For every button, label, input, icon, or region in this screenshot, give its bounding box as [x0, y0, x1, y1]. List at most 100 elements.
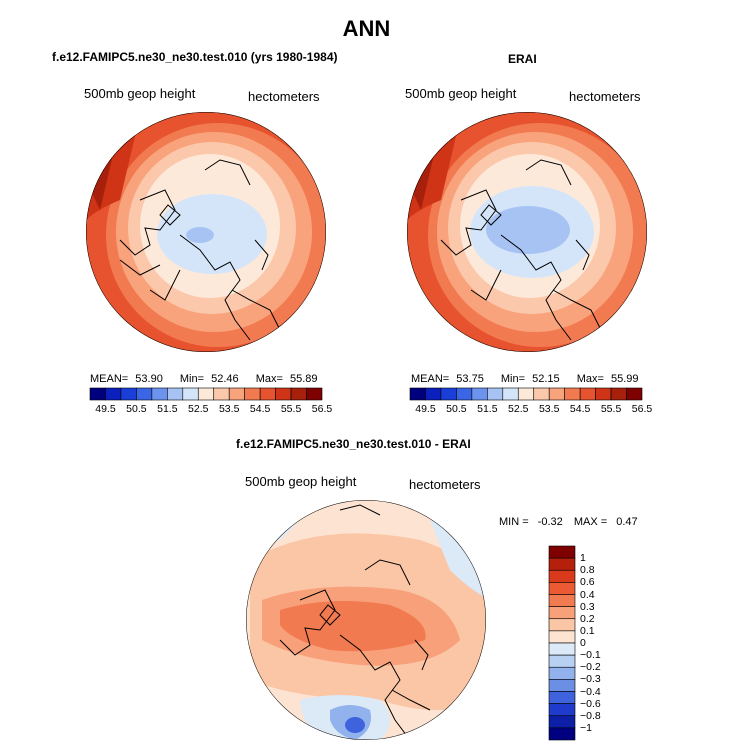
panel-1-colorbar-tick: 55.5 — [280, 403, 302, 415]
panel-1-colorbar-box — [151, 387, 168, 401]
panel-1-units-label: hectometers — [248, 89, 320, 104]
diff-max-label: MAX = — [573, 516, 608, 528]
panel-1-colorbar-tick: 52.5 — [188, 403, 209, 415]
diff-colorbar-tick: 1 — [580, 552, 586, 565]
diff-polar-map — [246, 500, 486, 740]
diff-colorbar-box — [548, 618, 576, 632]
diff-field-label: 500mb geop height — [245, 474, 357, 489]
diff-colorbar-tick: 0 — [580, 637, 586, 649]
panel-2-colorbar-tick: 51.5 — [477, 403, 498, 415]
diff-colorbar-box — [548, 569, 576, 583]
panel-2-colorbar-box — [579, 387, 596, 401]
panel-2-colorbar-tick: 56.5 — [631, 403, 653, 415]
panel-1-mean: 53.90 — [135, 373, 163, 385]
diff-colorbar-box — [548, 703, 576, 717]
diff-colorbar — [548, 545, 576, 741]
panel-1-colorbar — [89, 387, 323, 401]
panel-1-colorbar-tick: 51.5 — [157, 403, 178, 415]
panel-2-colorbar-box — [409, 387, 426, 401]
panel-1-colorbar-tick: 49.5 — [95, 403, 116, 415]
panel-1-colorbar-box — [213, 387, 230, 401]
panel-2-colorbar-tick: 54.5 — [569, 403, 591, 415]
panel-1-field-label: 500mb geop height — [84, 86, 196, 101]
panel-1-colorbar-tick: 54.5 — [249, 403, 271, 415]
panel-1-colorbar-box — [105, 387, 122, 401]
panel-1-colorbar-box — [167, 387, 184, 401]
panel-2-colorbar-tick: 55.5 — [600, 403, 622, 415]
panel-1-polar-map — [86, 112, 326, 352]
panel-1-min: 52.46 — [211, 373, 239, 385]
diff-colorbar-tick: −0.6 — [580, 697, 601, 710]
panel-1-colorbar-box — [89, 387, 106, 401]
panel-2-stats: MEAN= 53.75 Min= 52.15 Max= 55.99 — [411, 373, 639, 385]
panel-2-colorbar-box — [440, 387, 457, 401]
panel-2-colorbar-box — [564, 387, 581, 401]
diff-colorbar-box — [548, 642, 576, 656]
diff-colorbar-tick: −1 — [580, 721, 592, 734]
panel-1-stats: MEAN= 53.90 Min= 52.46 Max= 55.89 — [90, 373, 318, 385]
panel-2-colorbar-tick: 49.5 — [415, 403, 436, 415]
diff-colorbar-tick: 0.1 — [580, 624, 595, 637]
panel-1-colorbar-tick: 50.5 — [126, 403, 147, 415]
panel-1-colorbar-tick: 56.5 — [311, 403, 333, 415]
diff-colorbar-box — [548, 594, 576, 607]
panel-2-title: ERAI — [508, 52, 537, 66]
panel-2-max: 55.99 — [610, 373, 639, 385]
diff-colorbar-box — [548, 654, 576, 668]
diff-colorbar-box — [548, 691, 576, 704]
diff-colorbar-tick: 0.6 — [580, 576, 595, 589]
panel-1-colorbar-box — [120, 387, 137, 401]
diff-min-label: MIN = — [499, 516, 529, 528]
panel-2-colorbar-box — [626, 387, 643, 401]
panel-2-colorbar-box — [456, 387, 473, 401]
panel-2-max-label: Max= — [576, 373, 604, 385]
panel-2-colorbar-box — [610, 387, 627, 401]
diff-min: -0.32 — [537, 516, 563, 528]
main-title: ANN — [342, 16, 391, 41]
diff-colorbar-tick: −0.1 — [580, 649, 601, 662]
panel-1-colorbar-box — [182, 387, 199, 401]
panel-1-colorbar-box — [275, 387, 292, 401]
panel-2-colorbar-box — [548, 387, 565, 401]
panel-2-colorbar-box — [533, 387, 550, 401]
diff-colorbar-box — [548, 630, 576, 644]
diff-title: f.e12.FAMIPC5.ne30_ne30.test.010 - ERAI — [236, 437, 471, 451]
panel-2-colorbar-box — [471, 387, 488, 401]
panel-2-min: 52.15 — [532, 373, 560, 385]
panel-1-colorbar-box — [197, 387, 215, 401]
panel-2-colorbar-box — [487, 387, 504, 401]
panel-1-mean-label: MEAN= — [90, 373, 129, 385]
diff-max: 0.47 — [616, 516, 638, 528]
diff-colorbar-box — [548, 679, 576, 692]
panel-2-min-label: Min= — [500, 373, 526, 385]
panel-2-colorbar-tick: 53.5 — [538, 403, 560, 415]
panel-2-field-label: 500mb geop height — [405, 86, 517, 101]
panel-2-colorbar-tick: 52.5 — [508, 403, 529, 415]
panel-2-colorbar-box — [595, 387, 612, 401]
panel-1-min-label: Min= — [179, 373, 205, 385]
panel-1-colorbar-box — [290, 387, 307, 401]
diff-colorbar-box — [548, 666, 576, 680]
panel-1-title: f.e12.FAMIPC5.ne30_ne30.test.010 (yrs 19… — [52, 50, 338, 64]
diff-colorbar-box — [548, 715, 576, 729]
diff-colorbar-tick: 0.4 — [580, 588, 595, 601]
panel-2-units-label: hectometers — [569, 89, 641, 104]
diff-colorbar-box — [548, 606, 576, 620]
panel-2-colorbar-box — [502, 387, 519, 401]
diff-colorbar-box — [548, 545, 576, 559]
diff-colorbar-tick: −0.2 — [580, 661, 601, 674]
panel-2-colorbar-tick: 50.5 — [446, 403, 467, 415]
panel-2-mean: 53.75 — [456, 373, 484, 385]
diff-colorbar-tick: −0.8 — [580, 709, 601, 722]
panel-1-colorbar-box — [228, 387, 245, 401]
panel-1-colorbar-box — [306, 387, 323, 401]
diff-colorbar-box — [548, 727, 576, 741]
panel-2-colorbar-box — [517, 387, 535, 401]
diff-colorbar-tick: −0.4 — [580, 685, 601, 698]
panel-2-colorbar — [409, 387, 643, 401]
diff-colorbar-tick: 0.2 — [580, 612, 595, 625]
diff-colorbar-tick: −0.3 — [580, 673, 601, 686]
diff-minmax: MIN = -0.32 MAX = 0.47 — [499, 516, 638, 528]
panel-2-polar-map — [407, 112, 647, 352]
